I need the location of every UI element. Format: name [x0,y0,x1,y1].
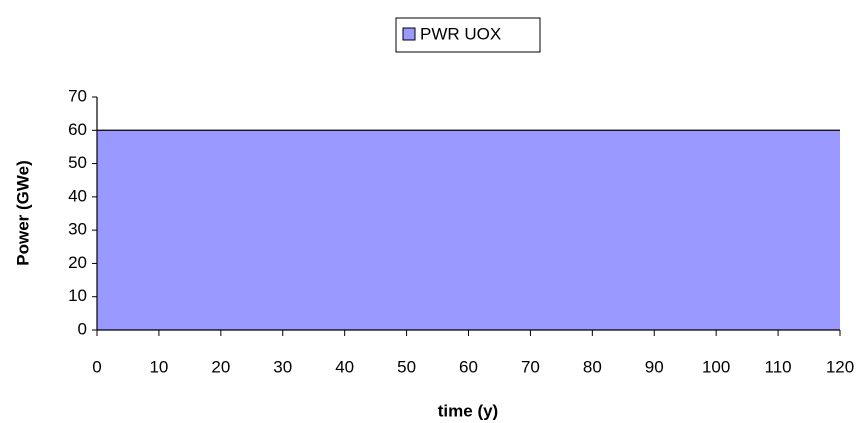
area [97,130,840,330]
x-tick-label: 110 [765,357,792,376]
x-tick-label: 40 [335,357,354,376]
legend-swatch [402,27,416,41]
y-tick-label: 40 [68,186,87,205]
x-tick-label: 30 [273,357,292,376]
x-tick-label: 60 [459,357,478,376]
y-tick-label: 50 [68,153,87,172]
y-axis-title: Power (GWe) [13,160,32,265]
x-tick-label: 90 [645,357,664,376]
x-tick-label: 50 [397,357,416,376]
y-tick-label: 0 [78,319,87,338]
y-tick-label: 10 [68,286,87,305]
x-tick-label: 70 [521,357,540,376]
y-tick-label: 70 [68,86,87,105]
x-tick-label: 100 [702,357,730,376]
x-tick-label: 20 [211,357,230,376]
y-tick-label: 20 [68,253,87,272]
legend-box [395,17,541,53]
x-axis-title: time (y) [438,401,498,420]
x-tick-label: 120 [826,357,854,376]
legend-label: PWR UOX [420,24,501,43]
x-tick-label: 10 [149,357,168,376]
x-tick-label: 80 [583,357,602,376]
y-tick-label: 60 [68,120,87,139]
y-tick-label: 30 [68,220,87,239]
x-tick-label: 0 [92,357,101,376]
